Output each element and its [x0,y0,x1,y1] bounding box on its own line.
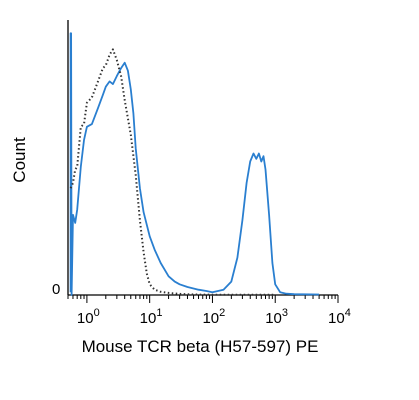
series-layer [69,32,320,296]
x-tick-labels: 100 101 102 103 104 [77,307,351,327]
plot-area [67,20,339,303]
x-tick-label: 104 [328,307,351,327]
y-zero-label: 0 [52,281,60,298]
x-tick-label: 102 [202,307,225,327]
series-1-line [69,32,320,296]
x-tick-label: 103 [265,307,288,327]
x-axis-title: Mouse TCR beta (H57-597) PE [82,337,319,356]
x-tick-label: 100 [77,307,100,327]
series-2-line [69,48,276,296]
x-tick-label: 101 [140,307,163,327]
x-axis-ticks [67,295,339,303]
y-axis-title: Count [10,137,29,183]
